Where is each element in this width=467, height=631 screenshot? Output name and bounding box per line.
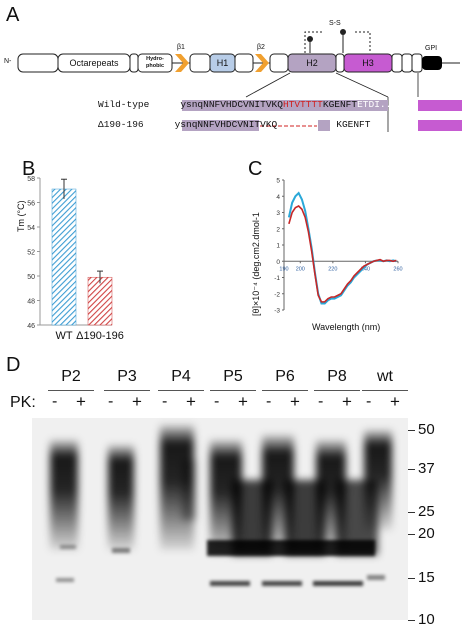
mw-tick	[408, 469, 415, 470]
pk-plus-sign: +	[132, 392, 142, 411]
chart-c-ytick-label: -2	[274, 291, 280, 298]
h2-label: H2	[306, 58, 318, 68]
mw-tick	[408, 578, 415, 579]
pk-label: PK:	[10, 394, 36, 411]
pk-minus-sign: -	[366, 393, 372, 410]
mw-marker-10: 10	[418, 611, 435, 628]
lane-label-p5: P5	[223, 368, 243, 385]
pk-plus-sign: +	[290, 392, 300, 411]
beta2-label: β2	[257, 44, 265, 51]
chart-c-ytick-label: -1	[274, 275, 280, 282]
pk-plus-sign: +	[186, 392, 196, 411]
beta-strand-1	[175, 54, 189, 72]
h1-label: H1	[216, 58, 229, 68]
chart-b-ytick-label: 46	[27, 323, 35, 330]
chart-c-xtick-label: 260	[393, 266, 402, 272]
chart-b-ytick-label: 50	[27, 274, 35, 281]
chart-c-xlabel: Wavelength (nm)	[312, 322, 381, 332]
mw-tick	[408, 512, 415, 513]
beta-strand-2	[255, 54, 269, 72]
chart-c-ytick-label: 1	[276, 243, 280, 250]
pk-minus-sign: -	[52, 393, 58, 410]
pk-minus-sign: -	[214, 393, 220, 410]
lane-underline	[210, 390, 256, 391]
octarepeats-label: Octarepeats	[69, 58, 119, 68]
n-terminus-label: N-	[4, 58, 12, 65]
chart-c-ytick-label: 0	[276, 259, 280, 266]
beta1-label: β1	[177, 44, 185, 51]
pk-plus-sign: +	[342, 392, 352, 411]
chart-c-xtick-label: 220	[328, 266, 337, 272]
mw-marker-15: 15	[418, 569, 435, 586]
mw-marker-20: 20	[418, 525, 435, 542]
chart-b-category-label: WT	[55, 330, 72, 342]
domain-gpi	[422, 56, 442, 70]
gpi-label: GPI	[425, 45, 438, 52]
lane-underline	[158, 390, 204, 391]
chart-b-ytick-label: 48	[27, 299, 35, 306]
panel-label-b: B	[22, 158, 36, 180]
chart-b-ytick-label: 54	[27, 225, 35, 232]
panel-label-a: A	[6, 4, 20, 26]
chart-c-xtick-label: 190	[279, 266, 288, 272]
lane-underline	[314, 390, 360, 391]
hydrophobic-label: Hydro-phobic	[145, 56, 165, 69]
lane-label-p6: P6	[275, 368, 295, 385]
chart-c-series-1	[288, 205, 397, 303]
h3-label: H3	[362, 58, 374, 68]
chart-c-ytick-label: 4	[276, 194, 280, 201]
prion-domain-diagram	[17, 29, 462, 132]
pk-plus-sign: +	[76, 392, 86, 411]
lane-underline	[262, 390, 308, 391]
chart-c-ytick-label: -3	[274, 308, 280, 315]
chart-b-bar-1	[87, 276, 113, 326]
mw-tick	[408, 620, 415, 621]
lane-underline	[362, 390, 408, 391]
lane-label-wt: wt	[377, 368, 393, 385]
pk-minus-sign: -	[162, 393, 168, 410]
lane-underline	[104, 390, 150, 391]
band-p2-minus	[50, 440, 78, 550]
mw-marker-37: 37	[418, 460, 435, 477]
panel-label-d: D	[6, 354, 21, 376]
chart-b-ytick-label: 52	[27, 250, 35, 257]
lane-label-p3: P3	[117, 368, 137, 385]
deletion-sequence-row: Δ190-196 ysnqNNFVHDCVNITVKQ KGENFTETDI...	[98, 119, 411, 130]
chart-c-xtick-label: 200	[296, 266, 305, 272]
domain-hydrophobic	[137, 53, 173, 73]
lane-label-p2: P2	[61, 368, 81, 385]
lane-underline	[48, 390, 94, 391]
pk-plus-sign: +	[238, 392, 248, 411]
chart-c-ytick-label: 5	[276, 178, 280, 185]
chart-c-xtick-label: 240	[361, 266, 370, 272]
pk-minus-sign: -	[266, 393, 272, 410]
lane-label-p8: P8	[327, 368, 347, 385]
chart-b-bar-0	[51, 188, 77, 326]
panel-label-c: C	[248, 158, 263, 180]
pk-plus-sign: +	[390, 392, 400, 411]
disulfide-label: S-S	[329, 20, 341, 27]
chart-b-ytick-label: 58	[27, 176, 35, 183]
wildtype-sequence-row: Wild-type ysnqNNFVHDCVNITVKQHTVTTTTKGENFT…	[98, 99, 398, 110]
lane-label-p4: P4	[171, 368, 191, 385]
chart-c-ytick-label: 2	[276, 226, 280, 233]
chart-c-ytick-label: 3	[276, 210, 280, 217]
pk-minus-sign: -	[318, 393, 324, 410]
mw-tick	[408, 534, 415, 535]
chart-b-ytick-label: 56	[27, 201, 35, 208]
mw-marker-50: 50	[418, 421, 435, 438]
pk-minus-sign: -	[108, 393, 114, 410]
mw-marker-25: 25	[418, 503, 435, 520]
mw-tick	[408, 430, 415, 431]
band-p3-minus	[108, 445, 134, 550]
chart-b-category-label: Δ190-196	[76, 330, 124, 342]
